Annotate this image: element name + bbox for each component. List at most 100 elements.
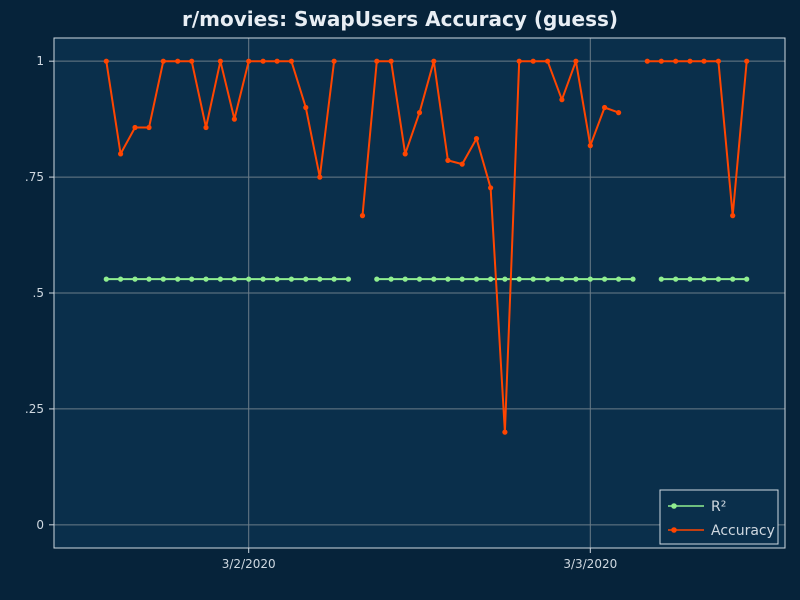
data-point-accuracy [715, 58, 722, 64]
data-point-accuracy [587, 143, 593, 149]
data-point-r2 [616, 276, 622, 282]
data-point-r2 [103, 276, 109, 282]
legend-label-accuracy: Accuracy [711, 523, 775, 539]
data-point-accuracy [431, 58, 437, 64]
data-point-accuracy [374, 58, 380, 64]
data-point-accuracy [189, 58, 195, 64]
data-point-r2 [146, 276, 152, 282]
data-point-accuracy [573, 58, 579, 64]
data-point-r2 [459, 276, 465, 282]
data-point-accuracy [146, 124, 152, 131]
data-point-r2 [160, 276, 166, 282]
y-tick-label: .5 [33, 286, 44, 300]
data-point-r2 [331, 276, 337, 282]
data-point-r2 [431, 276, 437, 282]
data-point-r2 [345, 276, 351, 282]
data-point-accuracy [559, 97, 565, 103]
data-point-accuracy [103, 58, 109, 64]
data-point-r2 [687, 276, 693, 282]
data-point-accuracy [160, 58, 166, 64]
data-point-accuracy [516, 58, 522, 64]
data-point-r2 [445, 276, 451, 282]
data-point-accuracy [644, 58, 650, 64]
data-point-accuracy [388, 58, 394, 64]
data-point-accuracy [260, 58, 266, 64]
y-tick-label: .25 [25, 402, 44, 416]
data-point-accuracy [459, 161, 465, 167]
data-point-accuracy [331, 58, 337, 64]
legend: R² Accuracy [659, 489, 779, 545]
data-point-accuracy [132, 124, 138, 131]
data-point-r2 [402, 276, 408, 282]
data-point-accuracy [203, 124, 209, 131]
x-tick-label: 3/3/2020 [563, 557, 617, 571]
data-point-accuracy [175, 58, 181, 64]
data-point-accuracy [303, 104, 309, 111]
y-tick-label: 0 [36, 518, 44, 532]
legend-label-r2: R² [711, 499, 726, 515]
legend-swatch-marker [671, 527, 677, 533]
data-point-r2 [416, 276, 423, 282]
data-point-r2 [473, 276, 480, 282]
data-point-r2 [730, 276, 736, 282]
data-point-r2 [217, 276, 223, 282]
data-point-r2 [502, 276, 508, 282]
series-layer [103, 58, 750, 435]
x-tick-label: 3/2/2020 [222, 557, 276, 571]
data-point-accuracy [530, 58, 536, 64]
data-point-accuracy [545, 58, 551, 64]
data-point-r2 [260, 276, 266, 282]
data-point-r2 [388, 276, 394, 282]
data-point-r2 [231, 276, 237, 282]
data-point-accuracy [246, 58, 252, 64]
data-point-accuracy [687, 58, 693, 64]
data-point-r2 [118, 276, 124, 282]
data-point-r2 [317, 276, 323, 282]
data-point-r2 [545, 276, 551, 282]
data-point-accuracy [274, 58, 280, 64]
data-point-accuracy [118, 151, 124, 157]
data-point-accuracy [602, 104, 608, 111]
data-point-r2 [658, 276, 664, 282]
data-point-accuracy [231, 116, 237, 122]
data-point-r2 [374, 276, 380, 282]
data-point-r2 [744, 276, 750, 282]
data-point-r2 [132, 276, 138, 282]
series-accuracy [103, 58, 750, 435]
data-point-r2 [630, 276, 636, 282]
data-point-r2 [189, 276, 195, 282]
data-point-accuracy [473, 136, 480, 142]
data-point-r2 [602, 276, 608, 282]
data-point-r2 [488, 276, 494, 282]
data-point-accuracy [402, 151, 408, 157]
data-point-accuracy [701, 58, 707, 64]
plot-border [53, 37, 786, 549]
data-point-r2 [274, 276, 280, 282]
data-point-accuracy [445, 157, 451, 163]
data-point-accuracy [217, 58, 223, 64]
data-point-accuracy [502, 429, 508, 435]
data-point-r2 [530, 276, 536, 282]
data-point-accuracy [744, 58, 750, 64]
series-r2 [103, 276, 750, 282]
data-point-r2 [246, 276, 252, 282]
data-point-accuracy [317, 174, 323, 180]
legend-box [659, 489, 779, 545]
data-point-r2 [288, 276, 294, 282]
data-point-r2 [701, 276, 707, 282]
legend-swatch-marker [671, 503, 677, 509]
y-tick-label: 1 [36, 54, 44, 68]
chart-title: r/movies: SwapUsers Accuracy (guess) [182, 7, 618, 31]
data-point-r2 [175, 276, 181, 282]
data-point-accuracy [730, 213, 736, 219]
data-point-accuracy [488, 185, 494, 191]
data-point-accuracy [288, 58, 294, 64]
data-point-r2 [573, 276, 579, 282]
data-point-r2 [673, 276, 679, 282]
data-point-accuracy [616, 110, 622, 116]
data-point-r2 [203, 276, 209, 282]
axes: 0 .25 .5 .75 1 3/2/2020 3/3/2020 [25, 54, 617, 571]
data-point-accuracy [673, 58, 679, 64]
data-point-r2 [559, 276, 565, 282]
